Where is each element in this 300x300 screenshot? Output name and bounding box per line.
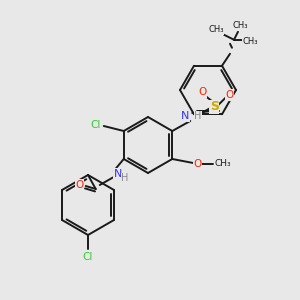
Text: CH₃: CH₃ — [208, 25, 224, 34]
Text: N: N — [114, 169, 122, 179]
Text: Cl: Cl — [83, 252, 93, 262]
Text: O: O — [193, 159, 201, 169]
Text: S: S — [210, 100, 219, 113]
Text: Cl: Cl — [91, 120, 101, 130]
Text: CH₃: CH₃ — [242, 37, 258, 46]
Text: O: O — [225, 90, 233, 100]
Text: O: O — [198, 87, 206, 97]
Text: O: O — [76, 180, 84, 190]
Text: N: N — [181, 111, 189, 121]
Text: CH₃: CH₃ — [232, 21, 248, 30]
Text: H: H — [121, 173, 128, 183]
Text: CH₃: CH₃ — [215, 160, 232, 169]
Text: H: H — [194, 111, 202, 121]
